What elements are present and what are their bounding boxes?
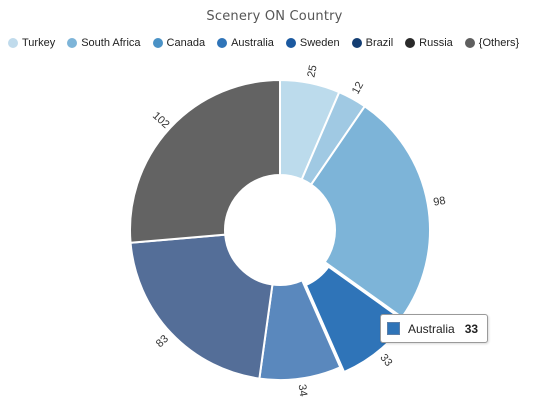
- tooltip: Australia 33: [380, 314, 488, 343]
- legend-label: South Africa: [81, 37, 141, 49]
- legend-label: Brazil: [365, 37, 394, 49]
- donut-slice[interactable]: [129, 78, 281, 244]
- slice-label: 102: [150, 110, 172, 131]
- legend-label: Australia: [231, 37, 274, 49]
- legend-label: Turkey: [22, 37, 56, 49]
- legend-swatch: [217, 38, 228, 48]
- chart-title: Scenery ON Country: [206, 9, 343, 24]
- legend-swatch: [351, 38, 362, 48]
- legend-swatch: [405, 38, 416, 48]
- legend-swatch: [8, 38, 18, 48]
- slice-label: 33: [377, 352, 394, 369]
- legend-label: Russia: [419, 37, 453, 49]
- slice-label: 98: [432, 195, 446, 209]
- legend-swatch: [285, 38, 296, 48]
- slice-label: 34: [296, 384, 310, 398]
- tooltip-label: Australia: [408, 321, 455, 336]
- legend-item[interactable]: {Others}: [464, 37, 520, 49]
- legend-item[interactable]: Sweden: [285, 37, 340, 49]
- legend-item[interactable]: Australia: [217, 37, 274, 49]
- legend-label: Canada: [166, 37, 206, 49]
- donut-slice[interactable]: [309, 104, 431, 319]
- tooltip-swatch: [387, 322, 400, 335]
- legend-item[interactable]: Brazil: [351, 37, 394, 49]
- donut-slice[interactable]: [129, 233, 274, 380]
- legend-label: {Others}: [478, 37, 520, 49]
- legend-item[interactable]: Russia: [405, 37, 453, 49]
- slice-label: 25: [305, 64, 319, 78]
- legend-swatch: [464, 38, 475, 48]
- legend-item[interactable]: South Africa: [67, 37, 141, 49]
- slice-label: 83: [154, 333, 171, 350]
- legend-label: Sweden: [299, 37, 340, 49]
- legend-swatch: [152, 38, 163, 48]
- slice-label: 12: [350, 80, 366, 97]
- legend-item[interactable]: Turkey: [8, 37, 55, 49]
- legend-item[interactable]: Canada: [152, 37, 206, 49]
- legend: Turkey South Africa Canada Australia Sweden B…: [8, 37, 531, 49]
- tooltip-value: 33: [464, 321, 479, 336]
- legend-swatch: [67, 38, 78, 48]
